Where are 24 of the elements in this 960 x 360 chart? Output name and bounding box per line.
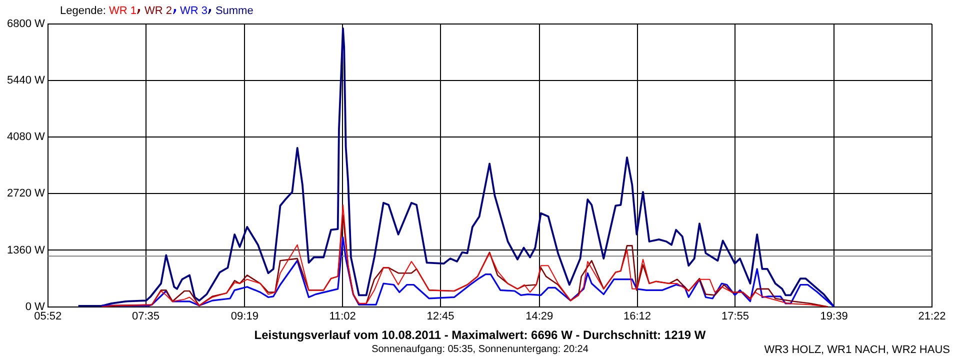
x-tick-label: 19:39: [820, 310, 848, 322]
legend-title: Legende:: [60, 5, 107, 17]
x-tick-label: 14:29: [526, 310, 554, 322]
legend-label: WR 3: [180, 5, 208, 17]
legend-label: WR 2: [144, 5, 172, 17]
text: WR3 HOLZ, WR1 NACH, WR2 HAUS: [764, 344, 950, 356]
x-tick-label: 07:35: [132, 310, 160, 322]
y-tick-label: 1360 W: [6, 244, 46, 256]
x-tick-label: 11:02: [329, 310, 356, 322]
x-tick-label: 12:45: [426, 310, 454, 322]
text: Sonnenaufgang: 05:35, Sonnenuntergang: 20:24: [372, 344, 588, 355]
y-tick-label: 5440 W: [6, 74, 46, 87]
legend-label: Summe: [215, 5, 254, 17]
text: Leistungsverlauf vom 10.08.2011 - Maximalwert: 6696 W - Durchschnitt: 1219 W: [253, 328, 707, 342]
y-tick-label: 0 W: [25, 300, 46, 313]
x-tick-label: 17:55: [721, 310, 749, 322]
x-tick-label: 09:19: [230, 310, 258, 322]
x-tick-label: 05:52: [34, 310, 62, 322]
y-tick-label: 2720 W: [6, 188, 46, 200]
y-tick-label: 6800 W: [6, 18, 46, 30]
y-tick-label: 4080 W: [6, 131, 46, 144]
x-tick-label: 16:12: [624, 310, 652, 322]
text: WR 1: [108, 5, 136, 17]
x-tick-label: 21:22: [918, 310, 946, 322]
